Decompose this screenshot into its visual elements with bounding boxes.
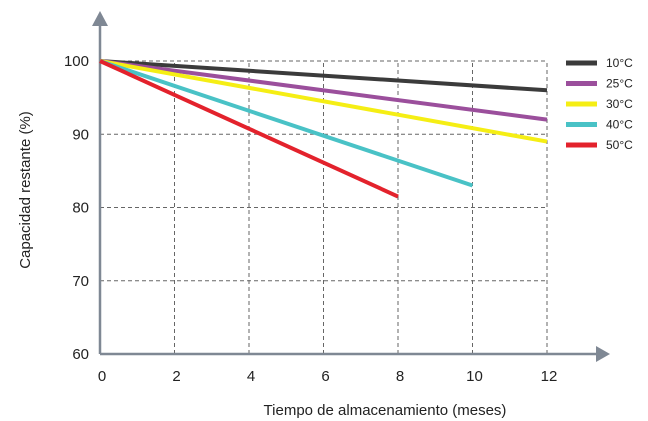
y-tick-label: 90 xyxy=(72,126,89,143)
series-line xyxy=(99,59,399,199)
grid xyxy=(100,60,548,354)
legend-label: 30°C xyxy=(606,97,633,111)
series-line xyxy=(99,59,548,122)
y-tick-label: 100 xyxy=(64,53,89,70)
y-tick-label: 70 xyxy=(72,273,89,290)
x-tick-label: 8 xyxy=(396,368,404,385)
series-line xyxy=(99,59,474,188)
x-tick-label: 10 xyxy=(466,368,483,385)
legend-label: 10°C xyxy=(606,56,633,70)
series-lines xyxy=(99,59,548,199)
x-axis-arrow xyxy=(596,346,610,362)
axes xyxy=(92,11,610,362)
y-tick-label: 60 xyxy=(72,346,89,363)
x-tick-label: 6 xyxy=(321,368,329,385)
y-tick-label: 80 xyxy=(72,200,89,217)
y-axis-title: Capacidad restante (%) xyxy=(17,111,34,269)
legend: 10°C 25°C 30°C 40°C 50°C xyxy=(566,56,633,152)
x-tick-label: 2 xyxy=(172,368,180,385)
legend-label: 40°C xyxy=(606,118,633,132)
x-axis-title: Tiempo de almacenamiento (meses) xyxy=(264,402,507,419)
y-axis-arrow xyxy=(92,11,108,26)
legend-label: 50°C xyxy=(606,138,633,152)
x-tick-label: 4 xyxy=(247,368,255,385)
y-tick-labels: 60 70 80 90 100 xyxy=(64,53,89,363)
series-line xyxy=(99,59,548,93)
series-line xyxy=(99,59,548,144)
x-tick-label: 0 xyxy=(98,368,106,385)
legend-label: 25°C xyxy=(606,77,633,91)
x-tick-labels: 0 2 4 6 8 10 12 xyxy=(98,368,558,385)
x-tick-label: 12 xyxy=(541,368,558,385)
